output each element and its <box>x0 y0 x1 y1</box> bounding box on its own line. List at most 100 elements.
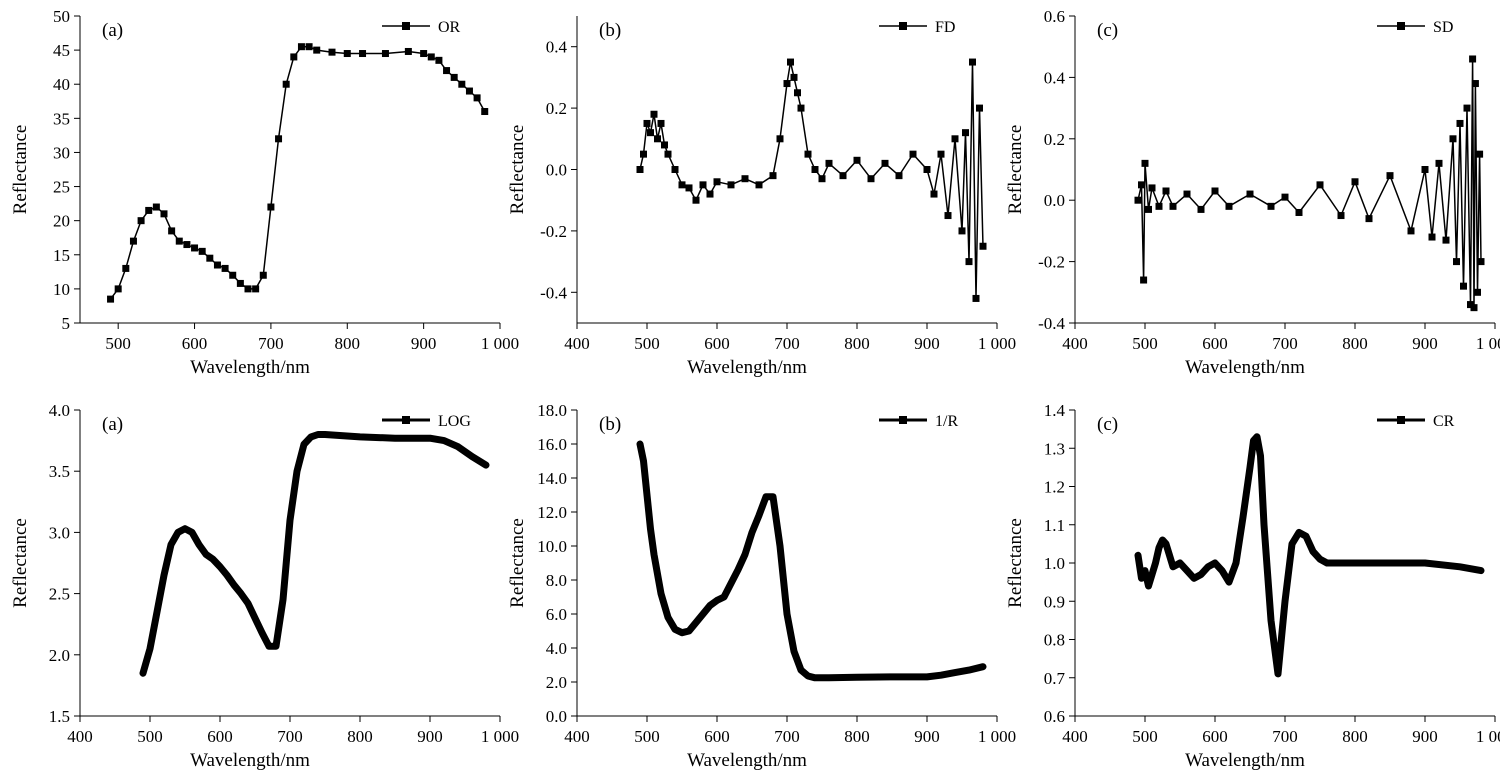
legend-label: SD <box>1433 19 1453 36</box>
data-point-marker <box>1281 193 1289 201</box>
x-tick-label: 600 <box>207 727 233 746</box>
y-tick-label: 12.0 <box>537 503 567 522</box>
data-point-marker <box>1453 258 1460 266</box>
data-point-marker <box>944 212 952 220</box>
x-tick-label: 400 <box>1062 334 1088 353</box>
series-line <box>139 431 490 677</box>
data-point-marker <box>741 175 749 183</box>
y-tick-label: 0.0 <box>546 707 567 726</box>
x-tick-label: 1 000 <box>1476 727 1500 746</box>
data-point-marker <box>923 166 931 173</box>
x-tick-label: 700 <box>277 727 303 746</box>
panel-label: (a) <box>102 20 123 41</box>
data-point-marker <box>706 190 714 198</box>
data-point-marker <box>435 56 443 64</box>
data-point-marker <box>1316 181 1324 189</box>
data-point-marker <box>191 244 199 252</box>
x-tick-label: 400 <box>67 727 93 746</box>
legend-marker-sample <box>402 22 410 30</box>
data-point-marker <box>252 285 260 293</box>
y-tick-label: 35 <box>53 109 70 128</box>
data-point-marker <box>313 46 321 54</box>
data-point-marker <box>1197 205 1205 213</box>
legend-marker-sample <box>899 22 907 30</box>
y-tick-label: 1.0 <box>1044 554 1065 573</box>
x-tick-label: 700 <box>258 334 284 353</box>
data-point-marker <box>1471 80 1479 88</box>
data-point-marker <box>213 261 221 269</box>
data-point-marker <box>699 181 707 189</box>
x-tick-label: 800 <box>844 334 870 353</box>
series-or <box>107 43 489 303</box>
x-tick-label: 700 <box>774 727 800 746</box>
data-point-marker <box>114 285 122 293</box>
legend-marker-sample <box>402 416 410 424</box>
data-point-marker <box>1337 212 1345 220</box>
y-tick-label: 4.0 <box>49 401 70 420</box>
data-point-marker <box>654 135 661 143</box>
legend-marker-sample <box>1397 22 1405 30</box>
x-tick-label: 600 <box>704 727 730 746</box>
data-point-marker <box>1148 184 1156 192</box>
x-tick-label: 400 <box>1062 727 1088 746</box>
series-sd <box>1134 55 1485 312</box>
data-point-marker <box>206 254 214 262</box>
data-point-marker <box>661 141 668 149</box>
y-tick-label: 3.5 <box>49 462 70 481</box>
data-point-marker <box>160 210 168 218</box>
data-point-marker <box>145 206 153 214</box>
x-tick-label: 1 000 <box>481 727 519 746</box>
data-point-marker <box>1162 187 1170 195</box>
series-line <box>1137 58 1482 309</box>
data-point-marker <box>881 159 889 167</box>
x-tick-label: 600 <box>1202 334 1228 353</box>
data-point-marker <box>359 50 367 58</box>
x-tick-label: 400 <box>564 727 590 746</box>
y-tick-label: 10 <box>53 280 70 299</box>
y-tick-label: 0.2 <box>1044 130 1065 149</box>
data-point-marker <box>183 241 191 249</box>
data-point-marker <box>282 80 290 88</box>
data-point-marker <box>465 87 473 95</box>
legend: OR <box>382 19 461 36</box>
y-tick-label: 0.7 <box>1044 669 1066 688</box>
data-point-marker <box>727 181 735 189</box>
data-point-marker <box>1155 202 1163 210</box>
chart-panel-fd: 400 500 600 700 800 900 1 000 -0.4 -0.2 0.0 0.2 0.4… <box>507 16 1016 378</box>
chart-panel-log: 400 500 600 700 800 900 1 000 1.5 2.0 2.5 3.0 3.5 4.… <box>10 401 519 771</box>
series-log <box>139 431 490 677</box>
y-tick-label: 5 <box>62 314 71 333</box>
y-tick-label: 4.0 <box>546 639 567 658</box>
data-point-marker <box>965 258 973 266</box>
chart-panel-or: 500 600 700 800 900 1 000 5 10 15 20 25 30 35 40 45 50 W… <box>10 7 519 378</box>
data-point-marker <box>790 73 798 81</box>
x-tick-label: 800 <box>844 727 870 746</box>
legend: SD <box>1377 19 1453 36</box>
data-point-marker <box>473 94 481 102</box>
data-point-marker <box>290 53 298 61</box>
legend-label: CR <box>1433 413 1455 430</box>
data-point-marker <box>381 50 389 58</box>
data-point-marker <box>221 264 229 272</box>
x-tick-label: 800 <box>335 334 361 353</box>
x-tick-label: 500 <box>634 334 660 353</box>
data-point-marker <box>713 178 721 186</box>
legend: LOG <box>382 413 471 430</box>
data-point-marker <box>783 80 791 88</box>
data-point-marker <box>328 48 336 56</box>
data-point-marker <box>647 129 654 137</box>
data-point-marker <box>853 156 861 164</box>
data-point-marker <box>305 43 313 51</box>
series-line <box>1134 433 1485 678</box>
data-point-marker <box>1246 190 1254 198</box>
data-point-marker <box>244 285 252 293</box>
series-line <box>636 440 987 682</box>
data-point-marker <box>420 50 428 58</box>
panel-label: (c) <box>1097 20 1118 41</box>
x-tick-label: 900 <box>1412 334 1438 353</box>
x-tick-label: 1 000 <box>978 334 1016 353</box>
data-point-marker <box>1386 172 1394 180</box>
x-tick-label: 1 000 <box>1476 334 1500 353</box>
data-point-marker <box>797 104 805 112</box>
